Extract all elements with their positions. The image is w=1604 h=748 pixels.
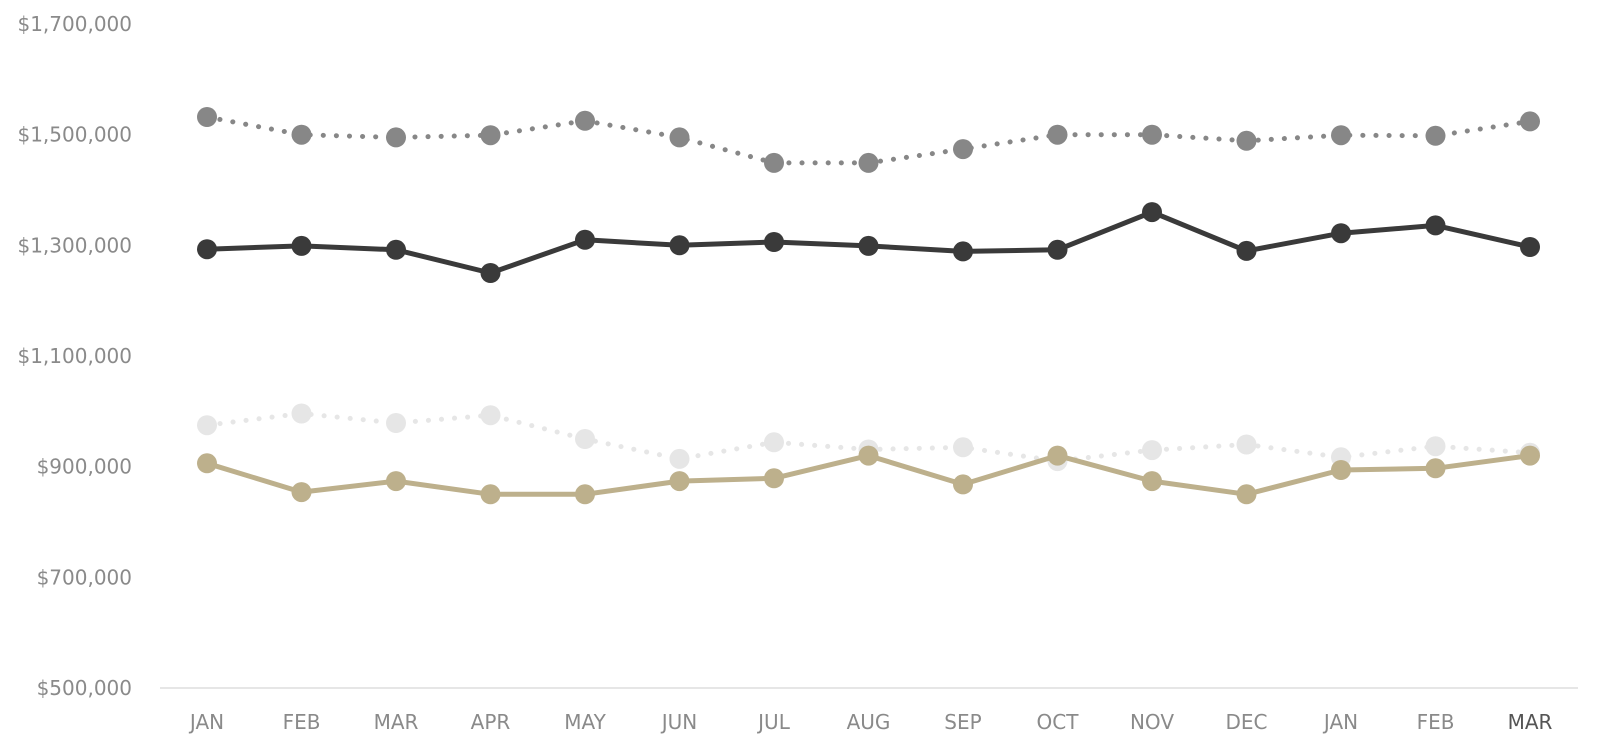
- data-point: [1425, 215, 1446, 236]
- data-point: [575, 484, 595, 505]
- y-tick-label: $700,000: [37, 565, 132, 589]
- data-point: [858, 445, 879, 466]
- data-point: [291, 403, 312, 424]
- data-point: [953, 437, 973, 458]
- data-point: [669, 127, 690, 148]
- data-point: [858, 235, 879, 256]
- y-tick-label: $1,300,000: [17, 233, 132, 257]
- x-tick-label: NOV: [1130, 710, 1174, 734]
- y-tick-label: $900,000: [37, 455, 132, 479]
- x-tick-label: SEP: [944, 710, 981, 734]
- data-point: [764, 152, 784, 173]
- data-point: [1142, 202, 1162, 223]
- data-point: [669, 235, 690, 256]
- x-axis-ticks: JAN FEB MAR APR MAY JUN JUL AUG SEP OCT NOV DEC JAN F…: [188, 710, 1553, 734]
- data-point: [480, 263, 501, 283]
- data-point: [1520, 445, 1540, 466]
- y-axis-ticks: $500,000 $700,000 $900,000 $1,100,000 $1,300…: [17, 12, 132, 700]
- data-point: [291, 482, 312, 503]
- data-point: [1331, 125, 1351, 146]
- data-point: [480, 405, 501, 426]
- y-tick-label: $1,700,000: [17, 12, 132, 36]
- data-point: [953, 241, 973, 262]
- data-point: [291, 124, 312, 145]
- x-tick-label: FEB: [1417, 710, 1455, 734]
- data-point: [1047, 124, 1068, 145]
- series-1: [197, 107, 1540, 173]
- x-tick-label: MAY: [564, 710, 606, 734]
- data-point: [764, 468, 784, 489]
- data-point: [1236, 130, 1257, 151]
- data-point: [197, 239, 217, 260]
- data-point: [1425, 436, 1446, 457]
- x-tick-label: FEB: [283, 710, 321, 734]
- data-point: [1047, 239, 1068, 260]
- data-point: [669, 448, 690, 469]
- data-point: [953, 139, 973, 160]
- x-tick-label: DEC: [1225, 710, 1267, 734]
- x-tick-label: MAR: [374, 710, 419, 734]
- data-point: [858, 152, 879, 173]
- data-point: [1425, 458, 1446, 479]
- data-point: [197, 107, 217, 127]
- x-tick-label: JAN: [1322, 710, 1358, 734]
- data-point: [386, 239, 406, 260]
- data-point: [669, 471, 690, 492]
- data-point: [386, 127, 406, 148]
- data-point: [197, 453, 217, 474]
- y-tick-label: $1,500,000: [17, 123, 132, 147]
- data-point: [764, 432, 784, 453]
- data-point: [575, 429, 595, 449]
- data-point: [1331, 460, 1351, 480]
- data-point: [1236, 484, 1257, 505]
- data-point: [764, 232, 784, 252]
- data-point: [386, 413, 406, 433]
- data-point: [386, 471, 406, 492]
- y-tick-label: $1,100,000: [17, 344, 132, 368]
- x-tick-label: APR: [471, 710, 511, 734]
- data-point: [1142, 124, 1162, 145]
- x-tick-label: AUG: [847, 710, 891, 734]
- x-tick-label: JUL: [756, 710, 791, 734]
- data-point: [1331, 223, 1351, 244]
- data-point: [480, 484, 501, 505]
- data-point: [480, 125, 501, 146]
- y-tick-label: $500,000: [37, 676, 132, 700]
- series-layer: [197, 107, 1540, 505]
- data-point: [1425, 125, 1446, 146]
- x-tick-label: JUN: [660, 710, 698, 734]
- series-3: [197, 403, 1540, 472]
- data-point: [575, 229, 595, 250]
- data-point: [575, 110, 595, 131]
- data-point: [1236, 434, 1257, 455]
- data-point: [1236, 240, 1257, 261]
- series-2: [197, 202, 1540, 283]
- x-tick-label: JAN: [188, 710, 224, 734]
- series-4: [197, 445, 1540, 505]
- data-point: [1520, 111, 1540, 132]
- data-point: [1142, 440, 1162, 461]
- data-point: [197, 415, 217, 436]
- x-tick-label: MAR: [1508, 710, 1553, 734]
- data-point: [1047, 445, 1068, 466]
- data-point: [1520, 237, 1540, 257]
- x-tick-label: OCT: [1037, 710, 1080, 734]
- data-point: [953, 474, 973, 495]
- data-point: [1142, 471, 1162, 492]
- data-point: [291, 235, 312, 256]
